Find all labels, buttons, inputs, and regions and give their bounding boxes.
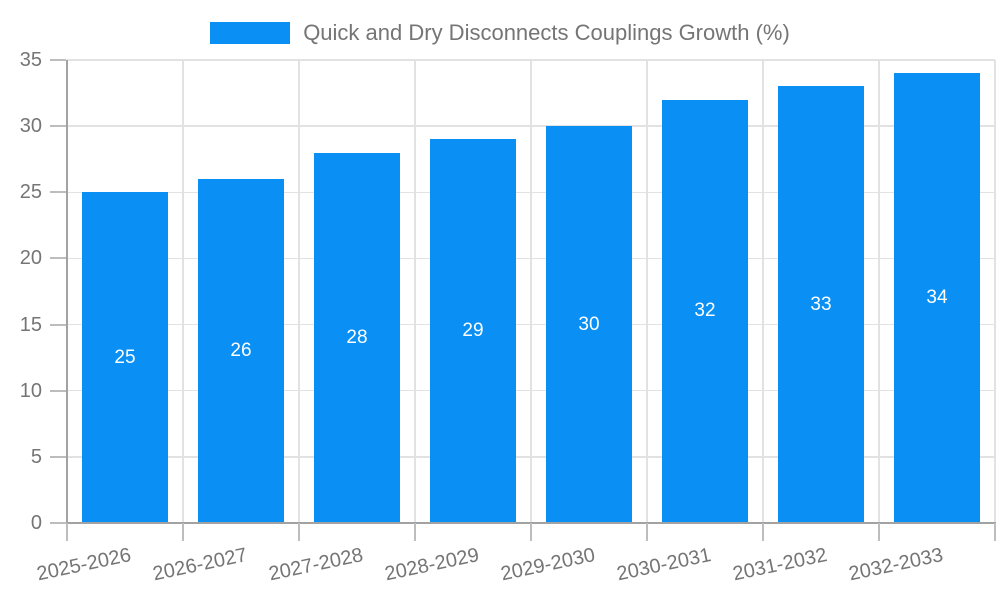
bar-value-label: 26	[230, 340, 252, 362]
v-gridline	[646, 60, 648, 523]
bar-value-label: 34	[926, 287, 948, 309]
y-axis-tick-label: 25	[19, 181, 42, 204]
y-axis-tick-label: 5	[30, 445, 42, 468]
y-axis-tick	[50, 323, 66, 326]
x-axis-tick	[878, 523, 880, 541]
y-axis-tick	[50, 125, 66, 128]
y-axis-tick-label: 15	[19, 313, 42, 336]
v-gridline	[762, 60, 764, 523]
bar-value-label: 28	[346, 326, 368, 348]
x-axis-tick-label: 2032-2033	[847, 544, 946, 586]
legend-label: Quick and Dry Disconnects Couplings Grow…	[303, 20, 790, 45]
x-axis-tick	[762, 523, 764, 541]
bar-value-label: 25	[114, 346, 136, 368]
y-axis-tick	[50, 59, 66, 61]
x-axis-tick	[182, 523, 184, 541]
bar-value-label: 29	[462, 320, 484, 342]
x-axis-tick	[994, 523, 996, 541]
bar-2031-2032[interactable]: 33	[778, 86, 864, 523]
v-gridline	[530, 60, 532, 523]
y-axis-tick-label: 35	[19, 49, 42, 71]
v-gridline	[298, 60, 300, 523]
bar-2028-2029[interactable]: 29	[430, 139, 516, 523]
plot-area: 25 26 28 29 30 32 33 34	[50, 59, 996, 541]
y-axis-tick-label: 10	[19, 379, 42, 402]
x-axis-tick	[530, 523, 532, 541]
y-axis-tick	[50, 389, 66, 392]
bar-2025-2026[interactable]: 25	[82, 192, 168, 523]
bar-value-label: 30	[578, 313, 600, 335]
bar-2027-2028[interactable]: 28	[314, 152, 400, 523]
bar-value-label: 33	[810, 293, 832, 315]
v-gridline	[994, 60, 996, 523]
x-axis-tick-label: 2029-2030	[499, 544, 598, 586]
x-axis-tick-label: 2025-2026	[35, 544, 134, 586]
bar-2030-2031[interactable]: 32	[662, 99, 748, 523]
y-axis-tick	[50, 257, 66, 260]
v-gridline	[414, 60, 416, 523]
y-axis-tick	[50, 455, 66, 458]
x-axis-tick-label: 2028-2029	[383, 544, 482, 586]
x-axis-tick-label: 2027-2028	[267, 544, 366, 586]
y-axis-tick	[50, 191, 66, 194]
bar-2032-2033[interactable]: 34	[894, 73, 980, 523]
v-gridline	[878, 60, 880, 523]
y-axis-tick-label: 30	[19, 115, 42, 138]
bar-value-label: 32	[694, 300, 716, 322]
y-axis-tick	[50, 522, 66, 524]
x-axis-tick-label: 2026-2027	[151, 544, 250, 586]
x-axis-tick-label: 2031-2032	[731, 544, 830, 586]
legend-swatch	[210, 22, 291, 44]
x-axis-tick	[66, 523, 68, 541]
v-gridline	[182, 60, 184, 523]
chart-legend[interactable]: Quick and Dry Disconnects Couplings Grow…	[0, 20, 1000, 46]
x-axis-tick	[298, 523, 300, 541]
x-axis-tick-label: 2030-2031	[615, 544, 714, 586]
x-axis-tick	[414, 523, 416, 541]
y-axis-line	[66, 60, 68, 523]
x-axis-tick	[646, 523, 648, 541]
y-axis-tick-label: 20	[19, 247, 42, 270]
bar-2026-2027[interactable]: 26	[198, 179, 284, 523]
bar-2029-2030[interactable]: 30	[546, 126, 632, 523]
y-axis-tick-label: 0	[30, 512, 42, 534]
